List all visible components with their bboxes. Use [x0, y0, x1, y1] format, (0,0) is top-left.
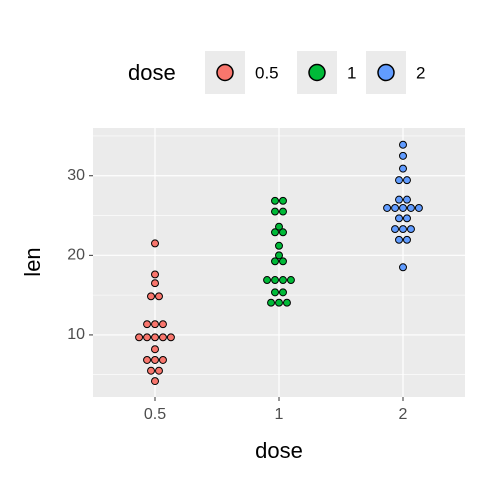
dot: [395, 235, 404, 244]
dot: [275, 298, 283, 307]
dot: [399, 263, 407, 272]
dot: [143, 320, 152, 329]
dot: [147, 366, 155, 375]
legend-label: 2: [416, 63, 425, 82]
dot: [282, 298, 291, 307]
dot: [158, 320, 167, 329]
dot: [279, 196, 287, 205]
y-tick-label: 10: [67, 326, 85, 343]
dot: [271, 288, 280, 297]
legend-title: dose: [128, 60, 176, 85]
dot: [151, 356, 159, 364]
dot: [279, 288, 287, 297]
dot: [391, 225, 400, 234]
legend-symbol: [308, 63, 326, 82]
dot: [399, 225, 407, 234]
x-tick-label: 2: [399, 406, 408, 423]
dot: [406, 204, 415, 212]
dot: [158, 333, 167, 342]
y-axis-title: len: [20, 247, 45, 276]
dot: [166, 333, 175, 342]
legend-symbol: [216, 63, 234, 82]
dot: [403, 176, 411, 185]
dot: [399, 140, 407, 149]
dot: [271, 257, 280, 266]
dot: [395, 195, 404, 204]
dot: [151, 239, 159, 248]
dot: [403, 214, 411, 223]
dot: [143, 333, 152, 342]
dot: [151, 270, 159, 279]
dot: [275, 241, 283, 250]
dot: [151, 345, 159, 354]
dot: [279, 276, 287, 284]
dot: [403, 235, 411, 244]
dot: [271, 196, 280, 205]
dot: [151, 333, 159, 342]
legend-label: 0.5: [255, 63, 279, 82]
dot: [155, 366, 163, 375]
dot: [151, 377, 159, 386]
dot: [158, 356, 167, 364]
dot: [399, 204, 407, 212]
dot: [263, 276, 272, 284]
dot: [414, 204, 423, 212]
dot: [403, 195, 411, 204]
dot: [151, 279, 159, 288]
dot: [279, 228, 287, 237]
dot: [271, 207, 280, 216]
dot: [395, 214, 404, 223]
dot: [279, 257, 287, 266]
dot: [267, 298, 276, 307]
dot: [286, 276, 295, 284]
dot: [135, 333, 144, 342]
dot: [395, 176, 404, 185]
dot: [279, 207, 287, 216]
x-axis-title: dose: [255, 438, 303, 463]
dot: [143, 356, 152, 364]
dot: [271, 228, 280, 237]
x-tick-label: 1: [275, 406, 284, 423]
y-tick-label: 30: [67, 167, 85, 184]
dot: [406, 225, 415, 234]
legend-label: 1: [347, 63, 356, 82]
x-tick-label: 0.5: [144, 406, 166, 423]
dot: [151, 320, 159, 329]
dot: [399, 151, 407, 160]
dot: [383, 204, 392, 212]
legend-symbol: [377, 63, 395, 82]
dot: [275, 251, 283, 260]
y-tick-label: 20: [67, 247, 85, 264]
dot: [275, 222, 283, 231]
dot: [147, 292, 155, 301]
dot: [391, 204, 400, 212]
dot: [155, 292, 163, 301]
dot: [399, 164, 407, 173]
dot: [271, 276, 280, 284]
